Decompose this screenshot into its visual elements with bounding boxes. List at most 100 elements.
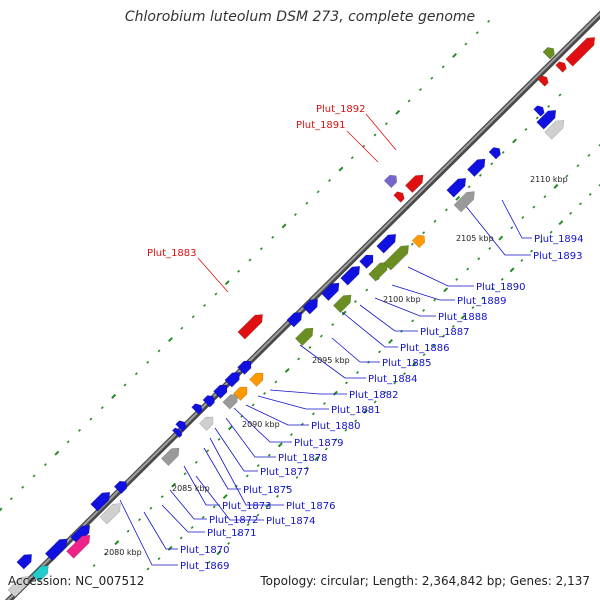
tick-mark bbox=[203, 304, 206, 307]
gene-feature[interactable] bbox=[202, 393, 217, 408]
gene-feature[interactable] bbox=[191, 402, 205, 415]
gene-label[interactable]: Plut_1880 bbox=[311, 421, 361, 432]
tick-mark bbox=[256, 513, 260, 517]
gene-feature[interactable] bbox=[555, 60, 569, 73]
gene-feature[interactable] bbox=[237, 311, 266, 340]
gene-feature[interactable] bbox=[31, 562, 52, 583]
gene-feature[interactable] bbox=[446, 175, 470, 198]
gene-label-red[interactable]: Plut_1891 bbox=[296, 120, 346, 131]
tick-mark bbox=[481, 296, 485, 300]
gene-feature[interactable] bbox=[333, 291, 354, 313]
tick-mark bbox=[246, 523, 250, 526]
gene-feature[interactable] bbox=[405, 171, 426, 193]
gene-feature[interactable] bbox=[544, 117, 568, 140]
gene-label[interactable]: Plut_1869 bbox=[180, 561, 230, 572]
gene-feature[interactable] bbox=[222, 391, 241, 410]
gene-label[interactable]: Plut_1878 bbox=[278, 453, 328, 464]
gene-feature[interactable] bbox=[286, 309, 305, 328]
gene-feature[interactable] bbox=[237, 358, 255, 375]
gene-feature[interactable] bbox=[467, 155, 488, 177]
gene-label[interactable]: Plut_1876 bbox=[286, 501, 336, 512]
gene-feature[interactable] bbox=[393, 190, 407, 203]
tick-mark bbox=[160, 495, 164, 499]
gene-label[interactable]: Plut_1885 bbox=[382, 358, 432, 369]
scale-label: 2095 kbp bbox=[312, 356, 350, 365]
gene-label[interactable]: Plut_1870 bbox=[180, 545, 230, 556]
gene-label[interactable]: Plut_1890 bbox=[476, 282, 526, 293]
gene-label[interactable]: Plut_1889 bbox=[457, 296, 507, 307]
gene-feature[interactable] bbox=[213, 382, 231, 399]
gene-label-red[interactable]: Plut_1892 bbox=[316, 104, 366, 115]
accession-text: Accession: NC_007512 bbox=[8, 574, 145, 588]
gene-feature[interactable] bbox=[66, 532, 94, 559]
gene-feature[interactable] bbox=[295, 324, 316, 346]
tick-mark bbox=[222, 494, 228, 500]
gene-feature[interactable] bbox=[161, 444, 182, 466]
tick-mark bbox=[344, 428, 348, 432]
tick-mark bbox=[179, 536, 183, 540]
gene-feature[interactable] bbox=[44, 535, 71, 562]
gene-feature[interactable] bbox=[199, 414, 217, 431]
gene-feature[interactable] bbox=[453, 188, 478, 213]
gene-label[interactable]: Plut_1879 bbox=[294, 438, 344, 449]
gene-feature[interactable] bbox=[171, 426, 183, 439]
gene-feature[interactable] bbox=[383, 172, 400, 189]
gene-feature[interactable] bbox=[302, 296, 321, 315]
gene-feature[interactable] bbox=[233, 384, 251, 401]
tick-mark bbox=[66, 440, 70, 444]
gene-feature[interactable] bbox=[542, 45, 557, 60]
tick-mark bbox=[149, 506, 153, 510]
scale-labels: 2080 kbp 2085 kbp 2090 kbp 2095 kbp 2100 kbp… bbox=[104, 175, 568, 557]
gene-feature[interactable] bbox=[565, 34, 599, 67]
tick-mark bbox=[471, 306, 475, 310]
tick-mark bbox=[422, 353, 426, 357]
gene-feature[interactable] bbox=[175, 419, 189, 432]
gene-feature[interactable] bbox=[359, 252, 377, 269]
gene-feature[interactable] bbox=[224, 369, 243, 388]
gene-label[interactable]: Plut_1882 bbox=[349, 390, 399, 401]
gene-feature[interactable] bbox=[488, 145, 503, 160]
gene-feature[interactable] bbox=[7, 573, 32, 598]
gene-label[interactable]: Plut_1893 bbox=[533, 251, 583, 262]
gene-feature[interactable] bbox=[537, 74, 551, 87]
gene-label[interactable]: Plut_1881 bbox=[331, 405, 381, 416]
gene-feature[interactable] bbox=[376, 231, 400, 254]
gene-label[interactable]: Plut_1894 bbox=[534, 234, 584, 245]
tick-mark bbox=[277, 442, 283, 448]
genome-summary: Topology: circular; Length: 2,364,842 bp… bbox=[260, 574, 590, 588]
gene-label[interactable]: Plut_1888 bbox=[438, 312, 488, 323]
gene-label[interactable]: Plut_1871 bbox=[207, 528, 257, 539]
tick-mark bbox=[271, 235, 275, 239]
gene-label[interactable]: Plut_1886 bbox=[400, 343, 450, 354]
gene-label[interactable]: Plut_1874 bbox=[266, 516, 316, 527]
gene-feature[interactable] bbox=[411, 232, 428, 249]
gene-label[interactable]: Plut_1873 bbox=[222, 501, 272, 512]
tick-mark bbox=[305, 466, 309, 470]
tick-mark bbox=[89, 417, 93, 421]
gene-label[interactable]: Plut_1887 bbox=[420, 327, 470, 338]
tick-mark bbox=[146, 567, 150, 571]
gene-label[interactable]: Plut_1872 bbox=[209, 515, 259, 526]
gene-label-red[interactable]: Plut_1883 bbox=[147, 248, 197, 259]
red-connectors bbox=[197, 113, 397, 293]
gene-feature[interactable] bbox=[383, 242, 412, 271]
tick-mark bbox=[565, 174, 569, 178]
gene-feature[interactable] bbox=[321, 279, 342, 301]
gene-feature[interactable] bbox=[90, 489, 114, 512]
tick-mark bbox=[217, 437, 221, 441]
gene-feature[interactable] bbox=[533, 104, 547, 117]
gene-labels: Plut_1869 Plut_1870 Plut_1871 Plut_1872 Plut… bbox=[147, 104, 584, 572]
tick-mark bbox=[297, 357, 301, 361]
gene-feature[interactable] bbox=[249, 370, 267, 387]
tick-mark bbox=[341, 310, 347, 316]
gene-label[interactable]: Plut_1884 bbox=[368, 374, 418, 385]
gene-feature[interactable] bbox=[340, 263, 364, 286]
gene-feature[interactable] bbox=[16, 551, 35, 570]
gene-feature[interactable] bbox=[113, 478, 130, 495]
gene-label[interactable]: Plut_1877 bbox=[260, 467, 310, 478]
gene-label[interactable]: Plut_1875 bbox=[243, 485, 293, 496]
tick-mark bbox=[460, 314, 466, 320]
gene-feature[interactable] bbox=[99, 500, 124, 525]
gene-feature[interactable] bbox=[536, 107, 560, 130]
tick-mark bbox=[305, 201, 309, 205]
